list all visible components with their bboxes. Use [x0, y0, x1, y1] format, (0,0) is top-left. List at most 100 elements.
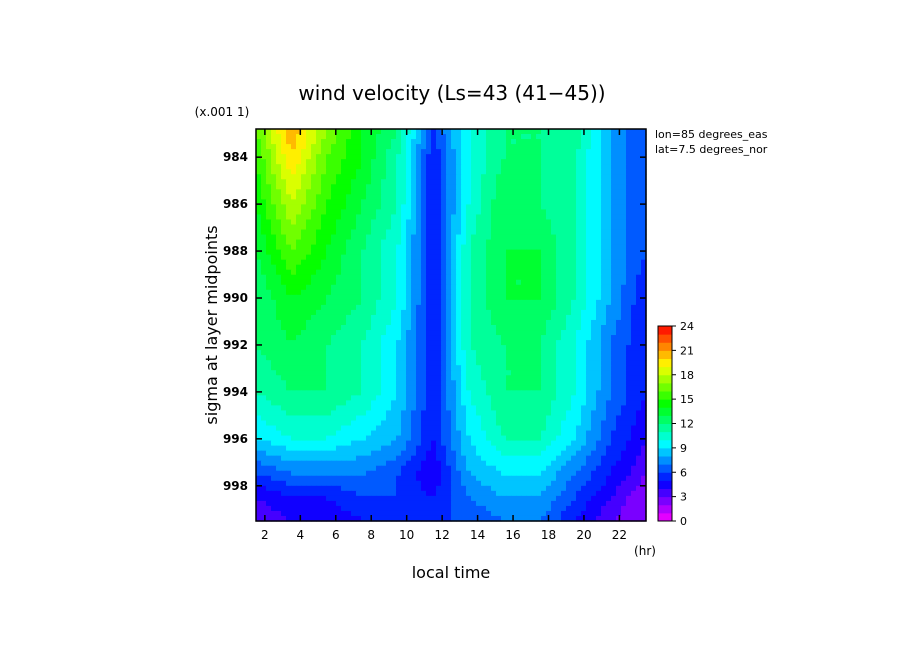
contour-cell	[336, 224, 342, 231]
contour-cell	[416, 299, 422, 306]
contour-cell	[291, 335, 297, 341]
contour-cell	[466, 425, 472, 432]
contour-cell	[286, 179, 292, 185]
contour-cell	[366, 289, 372, 296]
contour-cell	[511, 335, 517, 341]
contour-cell	[386, 345, 392, 351]
contour-cell	[281, 299, 287, 306]
contour-cell	[311, 410, 317, 417]
contour-cell	[596, 209, 602, 216]
contour-cell	[581, 159, 587, 165]
contour-cell	[416, 340, 422, 346]
contour-cell	[591, 335, 597, 341]
contour-cell	[326, 224, 332, 231]
contour-cell	[426, 164, 432, 170]
contour-cell	[511, 259, 517, 266]
contour-cell	[361, 375, 367, 381]
contour-cell	[296, 149, 302, 155]
contour-cell	[281, 335, 287, 341]
contour-cell	[591, 249, 597, 256]
contour-cell	[406, 164, 412, 170]
contour-cell	[381, 129, 387, 135]
contour-cell	[596, 284, 602, 291]
contour-cell	[566, 294, 572, 301]
contour-cell	[641, 330, 647, 336]
contour-cell	[561, 380, 567, 386]
contour-cell	[366, 219, 372, 226]
contour-cell	[406, 304, 412, 311]
contour-cell	[491, 279, 497, 286]
contour-cell	[581, 244, 587, 251]
contour-cell	[366, 239, 372, 246]
contour-cell	[641, 229, 647, 236]
contour-cell	[461, 375, 467, 381]
contour-cell	[501, 229, 507, 236]
contour-cell	[436, 204, 442, 211]
contour-cell	[306, 179, 312, 185]
contour-cell	[536, 129, 542, 135]
contour-cell	[561, 179, 567, 185]
contour-cell	[446, 319, 452, 326]
contour-cell	[511, 194, 517, 200]
contour-cell	[266, 299, 272, 306]
contour-cell	[561, 274, 567, 281]
contour-cell	[386, 420, 392, 427]
contour-cell	[536, 400, 542, 407]
contour-cell	[641, 440, 647, 447]
contour-cell	[401, 370, 407, 376]
contour-cell	[316, 325, 322, 331]
contour-cell	[431, 400, 437, 407]
contour-cell	[626, 274, 632, 281]
contour-cell	[416, 284, 422, 291]
contour-cell	[316, 284, 322, 291]
contour-cell	[516, 415, 522, 422]
contour-cell	[506, 229, 512, 236]
contour-cell	[261, 279, 267, 286]
contour-cell	[416, 219, 422, 226]
contour-cell	[491, 164, 497, 170]
contour-cell	[496, 335, 502, 341]
contour-cell	[401, 390, 407, 396]
contour-cell	[396, 350, 402, 356]
contour-cell	[331, 134, 337, 140]
contour-cell	[401, 279, 407, 286]
contour-cell	[416, 314, 422, 321]
contour-cell	[516, 159, 522, 165]
contour-cell	[601, 254, 607, 261]
contour-cell	[426, 304, 432, 311]
contour-cell	[516, 340, 522, 346]
contour-cell	[496, 385, 502, 391]
contour-cell	[481, 254, 487, 261]
contour-cell	[421, 194, 427, 200]
contour-cell	[456, 405, 462, 412]
contour-cell	[456, 229, 462, 236]
contour-cell	[601, 420, 607, 427]
contour-cell	[516, 274, 522, 281]
contour-cell	[326, 214, 332, 221]
contour-cell	[426, 395, 432, 401]
contour-cell	[371, 380, 377, 386]
contour-cell	[601, 154, 607, 160]
contour-cell	[431, 194, 437, 200]
contour-cell	[451, 259, 457, 266]
contour-cell	[496, 199, 502, 205]
contour-cell	[501, 284, 507, 291]
contour-cell	[491, 149, 497, 155]
contour-cell	[476, 330, 482, 336]
contour-cell	[371, 319, 377, 326]
contour-cell	[516, 390, 522, 396]
contour-cell	[301, 169, 307, 175]
contour-cell	[631, 430, 637, 437]
contour-cell	[536, 319, 542, 326]
contour-cell	[291, 164, 297, 170]
contour-cell	[576, 169, 582, 175]
contour-cell	[576, 139, 582, 145]
contour-cell	[301, 179, 307, 185]
contour-cell	[331, 249, 337, 256]
contour-cell	[266, 139, 272, 145]
contour-cell	[626, 159, 632, 165]
contour-cell	[321, 360, 327, 366]
contour-cell	[376, 309, 382, 316]
contour-cell	[321, 264, 327, 271]
contour-cell	[551, 189, 557, 195]
